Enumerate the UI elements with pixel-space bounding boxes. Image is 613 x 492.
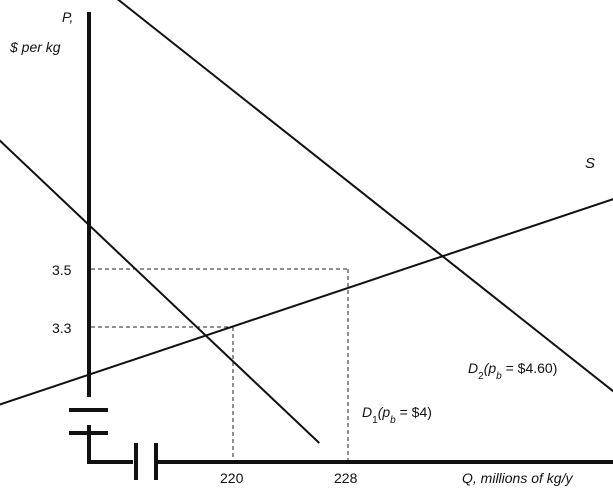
y-tick-3-5: 3.5 <box>52 262 72 278</box>
y-axis-title-line2: $ per kg <box>9 39 61 55</box>
y-axis-break <box>69 408 108 435</box>
x-tick-220: 220 <box>220 470 244 486</box>
curve-d2 <box>117 0 613 393</box>
curves <box>0 0 613 444</box>
curve-label-d1: D1(pb = $4) <box>362 404 432 426</box>
curve-s <box>0 198 613 406</box>
y-tick-3-3: 3.3 <box>52 320 72 336</box>
x-tick-228: 228 <box>334 470 358 486</box>
dashed-guides <box>91 268 349 460</box>
curve-d1 <box>0 139 320 444</box>
curve-label-s: S <box>585 155 595 172</box>
x-axis-title: Q, millions of kg/y <box>462 470 573 486</box>
x-axis-break <box>134 443 158 480</box>
y-axis-title-line1: P, <box>62 9 73 25</box>
curve-label-d2: D2(pb = $4.60) <box>468 360 557 382</box>
